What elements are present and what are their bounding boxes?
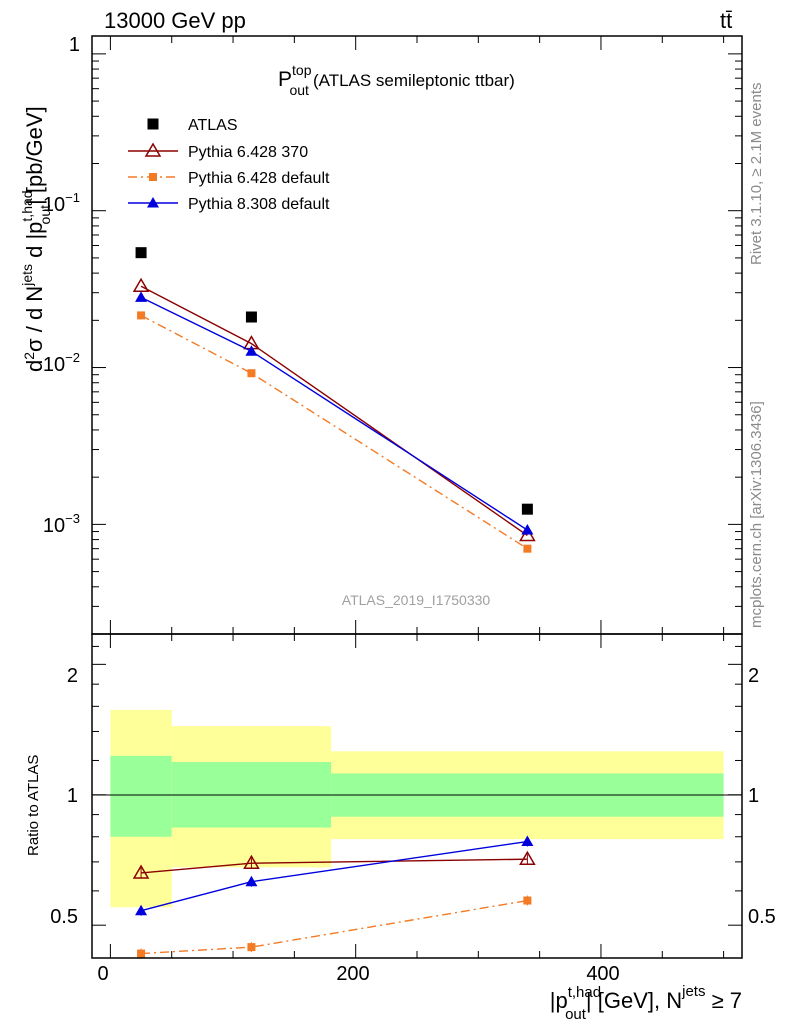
main-series-point-2-0 xyxy=(137,311,146,320)
ratio-panel: 2 1 0.5 2 1 0.5 Ratio to ATLAS 0 200 400… xyxy=(25,633,776,1023)
main-ytick-exp: −1 xyxy=(65,190,80,205)
main-axis-ticks xyxy=(92,36,742,635)
ratio-series-point-1-1 xyxy=(247,943,256,952)
main-series-point-3-2 xyxy=(521,524,534,535)
main-series xyxy=(132,247,536,553)
ratio-band-green-0 xyxy=(110,755,172,837)
legend-label-0: ATLAS xyxy=(188,117,238,134)
title-sub: out xyxy=(289,82,309,98)
legend-marker-0 xyxy=(147,118,159,130)
ratio-series-point-2-0 xyxy=(135,904,148,916)
ratio-ylabel: Ratio to ATLAS xyxy=(25,755,42,856)
rivet-label: Rivet 3.1.10, ≥ 2.1M events xyxy=(748,83,765,266)
main-series-point-1-0 xyxy=(132,277,150,292)
xtick-label-200: 200 xyxy=(336,963,369,985)
ratio-frame xyxy=(91,633,743,959)
ratio-ytick-label-0.5: 0.5 xyxy=(50,906,78,928)
ratio-uncertainty-bands xyxy=(110,709,724,908)
legend-label-2: Pythia 6.428 default xyxy=(188,170,330,187)
title-rest: (ATLAS semileptonic ttbar) xyxy=(313,71,515,90)
ratio-series-point-1-0 xyxy=(137,949,146,958)
ratio-series-point-0-0 xyxy=(132,864,150,879)
ratio-ytick-label-2-right: 2 xyxy=(748,665,759,687)
ratio-series-line-1 xyxy=(141,899,528,955)
mcplots-label: mcplots.cern.ch [arXiv:1306.3436] xyxy=(748,401,765,628)
ratio-series-point-1-2 xyxy=(523,896,532,905)
legend-marker-3 xyxy=(147,197,159,208)
main-series-point-0-0 xyxy=(135,247,147,259)
main-panel: 1 10−1 10−2 10−3 d2σ / d Njets d |pt,had… xyxy=(19,34,743,635)
analysis-watermark: ATLAS_2019_I1750330 xyxy=(342,592,491,608)
legend: ATLAS Pythia 6.428 370 Pythia 6.428 defaul… xyxy=(128,117,330,213)
ratio-series-point-0-1 xyxy=(243,854,260,869)
title-sup: top xyxy=(292,62,312,78)
main-series-line-2 xyxy=(140,314,528,550)
ratio-series-point-2-2 xyxy=(521,835,534,847)
main-ytick-label-4: 10−3 xyxy=(43,511,80,537)
main-series-point-0-1 xyxy=(245,311,257,323)
main-series-point-3-0 xyxy=(135,291,148,302)
legend-label-3: Pythia 8.308 default xyxy=(188,196,330,213)
chart-title: Ptop out (ATLAS semileptonic ttbar) xyxy=(278,62,515,98)
ratio-series-point-2-1 xyxy=(245,875,258,887)
ratio-ytick-label-0.5-right: 0.5 xyxy=(748,906,776,928)
legend-marker-1 xyxy=(144,142,162,157)
main-ytick-label-1: 1 xyxy=(69,34,80,56)
ratio-ytick-label-1-right: 1 xyxy=(748,785,759,807)
legend-label-1: Pythia 6.428 370 xyxy=(188,144,308,161)
title-main: P xyxy=(278,68,292,91)
energy-label: 13000 GeV pp xyxy=(104,8,246,33)
ratio-ytick-label-1: 1 xyxy=(67,785,78,807)
main-ylabel: d2σ / d Njets d |pt,had out| [pb/GeV] xyxy=(19,106,53,372)
main-ytick-exp: −3 xyxy=(65,511,80,526)
ratio-series xyxy=(132,835,536,959)
ratio-ytick-label-2: 2 xyxy=(67,665,78,687)
main-series-point-2-1 xyxy=(247,369,256,378)
xtick-label-0: 0 xyxy=(97,963,108,985)
main-ytick-label-3: 10−2 xyxy=(43,350,80,376)
main-series-line-1 xyxy=(140,285,528,537)
main-series-point-0-2 xyxy=(521,503,533,515)
legend-marker-2 xyxy=(149,173,157,181)
main-series-point-3-1 xyxy=(245,345,258,356)
ratio-axis-ticks xyxy=(92,634,742,958)
main-series-point-2-2 xyxy=(523,544,532,553)
xtick-label-400: 400 xyxy=(586,963,619,985)
main-ytick-exp: −2 xyxy=(65,350,80,365)
ratio-series-point-0-2 xyxy=(519,850,536,865)
process-label: tt̄ xyxy=(720,8,732,33)
xlabel: |pt,had out| [GeV], Njets ≥ 7 xyxy=(550,983,742,1023)
